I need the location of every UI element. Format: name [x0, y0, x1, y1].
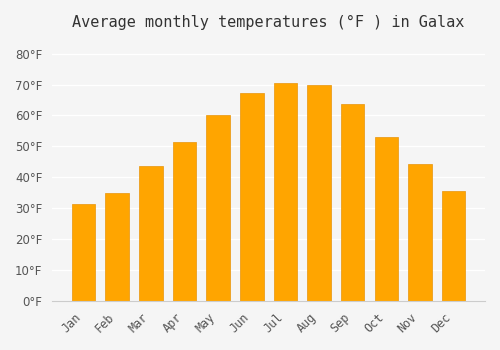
Bar [172, 142, 196, 301]
Bar [307, 85, 331, 301]
Bar [274, 83, 297, 301]
Bar [408, 164, 432, 301]
Bar [139, 166, 162, 301]
Bar [341, 104, 364, 301]
Bar [374, 137, 398, 301]
Bar [442, 191, 466, 301]
Bar [206, 114, 230, 301]
Bar [240, 93, 264, 301]
Title: Average monthly temperatures (°F ) in Galax: Average monthly temperatures (°F ) in Ga… [72, 15, 464, 30]
Bar [72, 204, 96, 301]
Bar [106, 193, 129, 301]
